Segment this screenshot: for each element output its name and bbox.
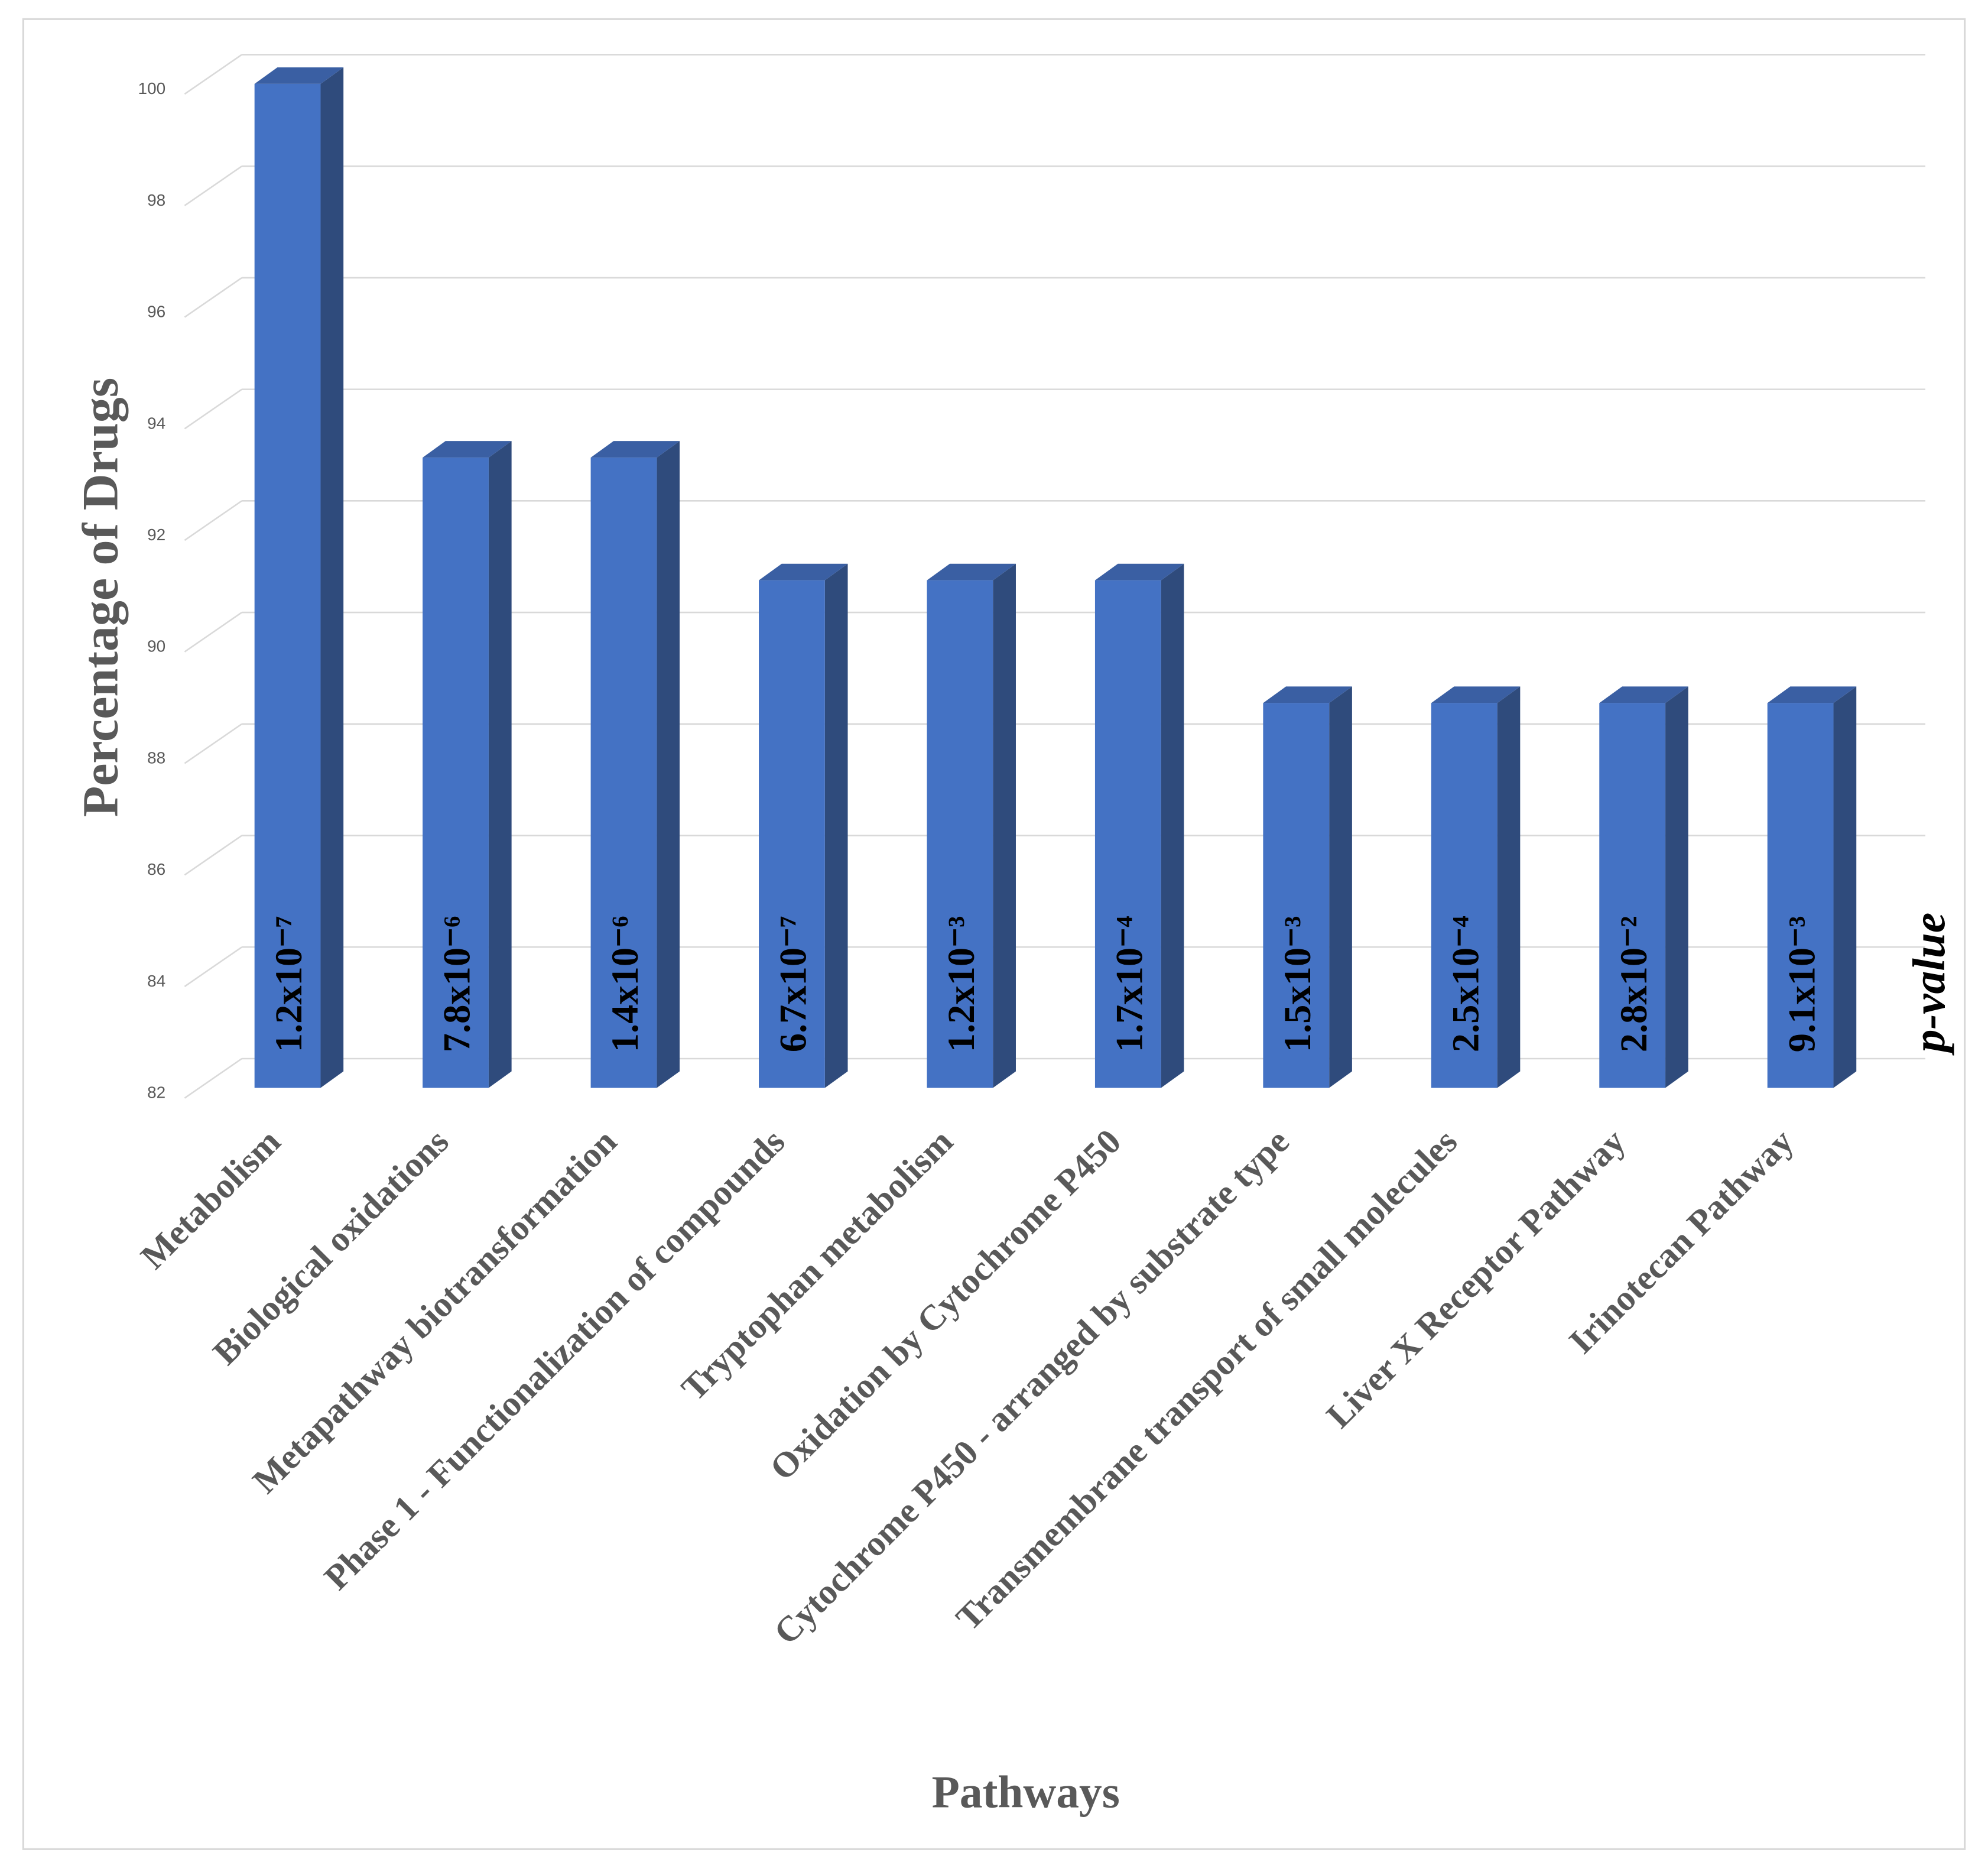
- bar-top: [590, 441, 680, 458]
- y-tick-label: 90: [147, 637, 165, 656]
- grid-line: [184, 723, 242, 764]
- p-value-label: 7.8x10⁻⁶: [436, 916, 478, 1052]
- y-tick-label: 98: [147, 191, 165, 209]
- y-tick-label: 92: [147, 525, 165, 544]
- grid-line: [184, 835, 242, 876]
- bar-side: [824, 563, 848, 1088]
- bar: [759, 580, 825, 1088]
- bar: [1263, 703, 1330, 1088]
- y-tick-label: 84: [147, 972, 165, 990]
- x-axis-title: Pathways: [932, 1766, 1120, 1817]
- p-value-label: 1.2x10⁻³: [940, 916, 982, 1052]
- bar-top: [254, 67, 344, 84]
- p-value-label: 1.7x10⁻⁴: [1108, 916, 1150, 1052]
- bar-side: [993, 563, 1016, 1088]
- bar-side: [1329, 686, 1352, 1088]
- bar: [1431, 703, 1498, 1088]
- grid-line: [184, 500, 242, 541]
- bar-top: [423, 441, 512, 458]
- p-value-title: p-value: [1903, 913, 1954, 1056]
- bar: [1094, 580, 1161, 1088]
- bar: [1767, 703, 1834, 1088]
- y-axis-title: Percentage of Drugs: [72, 378, 128, 817]
- bar-side: [1161, 563, 1184, 1088]
- p-value-label: 9.1x10⁻³: [1781, 916, 1823, 1052]
- bar-top: [759, 563, 848, 580]
- bar: [1599, 703, 1666, 1088]
- y-tick-label: 88: [147, 748, 165, 767]
- bar: [254, 83, 321, 1088]
- grid-line: [184, 277, 242, 318]
- bar-top: [927, 563, 1016, 580]
- bar-side: [657, 441, 680, 1088]
- p-value-label: 2.5x10⁻⁴: [1444, 916, 1486, 1052]
- p-value-label: 1.2x10⁻⁷: [268, 916, 310, 1052]
- grid-line: [184, 388, 242, 430]
- y-tick-label: 94: [147, 414, 165, 432]
- y-tick-label: 100: [138, 79, 166, 98]
- y-tick-label: 96: [147, 303, 165, 321]
- bar-side: [488, 441, 512, 1088]
- bar-side: [1665, 686, 1688, 1088]
- bar: [590, 458, 657, 1088]
- p-value-label: 1.5x10⁻³: [1276, 916, 1318, 1052]
- bar-top: [1767, 686, 1857, 703]
- grid-line: [184, 1057, 242, 1099]
- bar-side: [320, 67, 344, 1088]
- bar: [927, 580, 993, 1088]
- y-tick-label: 86: [147, 860, 165, 878]
- grid-line: [184, 946, 242, 987]
- bar-top: [1431, 686, 1521, 703]
- y-tick-label: 82: [147, 1083, 165, 1102]
- bar-side: [1833, 686, 1857, 1088]
- p-value-label: 2.8x10⁻²: [1613, 916, 1655, 1052]
- bar-top: [1263, 686, 1352, 703]
- bar: [423, 458, 489, 1088]
- grid-line: [184, 166, 242, 206]
- bar-top: [1094, 563, 1184, 580]
- bar-top: [1599, 686, 1688, 703]
- grid-line: [184, 612, 242, 653]
- p-value-label: 1.4x10⁻⁶: [604, 916, 646, 1052]
- bar-side: [1497, 686, 1521, 1088]
- p-value-label: 6.7x10⁻⁷: [772, 916, 814, 1052]
- grid-line: [184, 54, 242, 95]
